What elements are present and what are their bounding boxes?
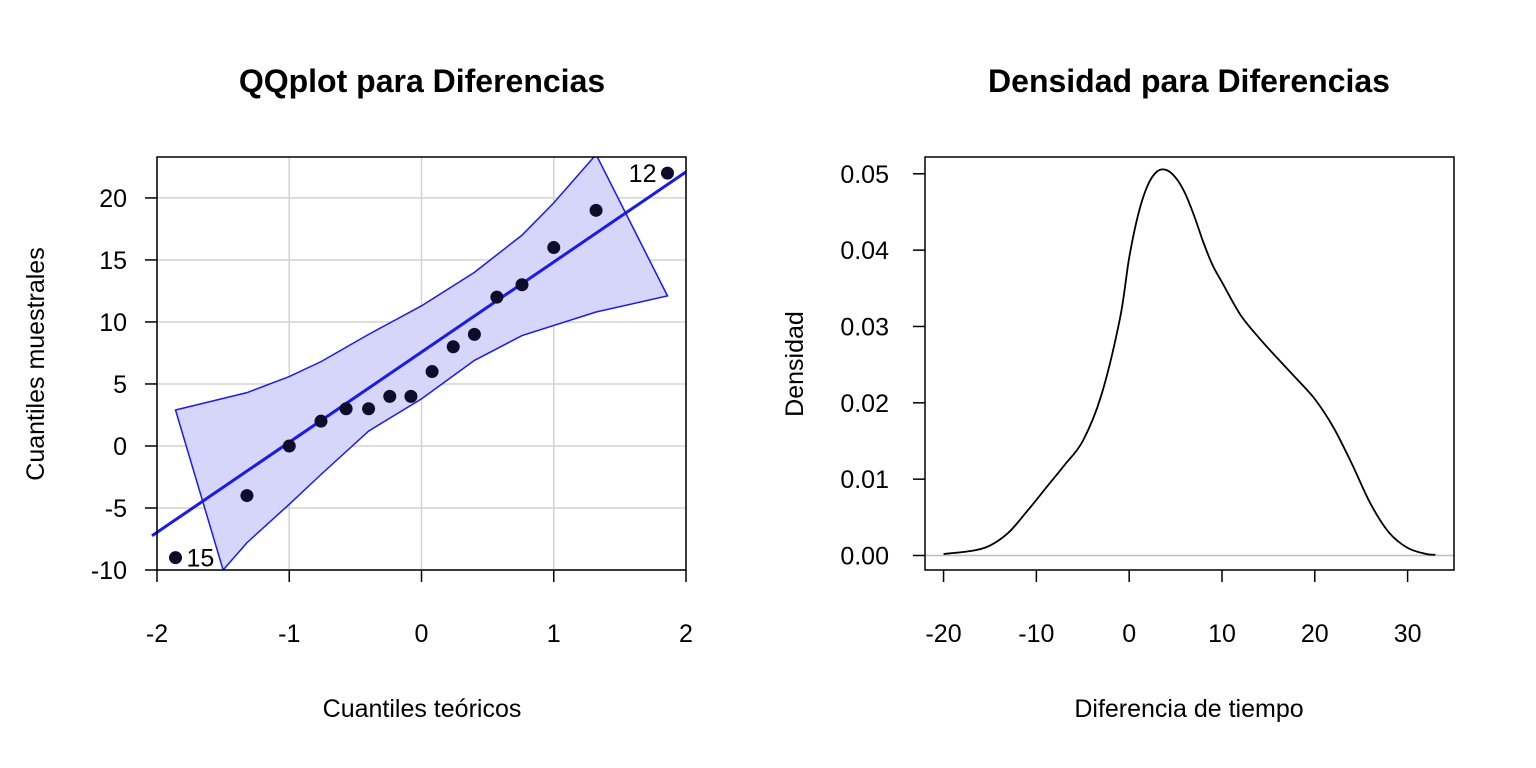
- qq-xlabel: Cuantiles teóricos: [323, 695, 522, 723]
- density-y-axis: 0.00 0.01 0.02 0.03 0.04 0.05: [840, 161, 925, 570]
- qq-y-tick-label: -10: [91, 557, 127, 585]
- qq-confidence-band: [174, 157, 669, 570]
- qq-x-tick-label: 1: [547, 620, 561, 648]
- qq-x-tick-label: 2: [679, 620, 693, 648]
- qq-point: [339, 402, 353, 416]
- density-plot-box: [924, 156, 1455, 571]
- density-y-tick-label: 0.00: [840, 542, 889, 570]
- qq-x-tick-label: 0: [415, 620, 429, 648]
- density-curve: [943, 168, 1436, 556]
- density-y-tick-label: 0.01: [840, 466, 889, 494]
- qq-y-tick-label: -5: [105, 495, 127, 523]
- density-y-tick-label: 0.02: [840, 390, 889, 418]
- qq-point: [362, 402, 376, 416]
- qq-x-axis: -2 -1 0 1 2: [146, 570, 693, 648]
- qq-panel: QQplot para Diferencias Cuantiles teóric…: [22, 63, 693, 723]
- qq-point: [446, 340, 460, 354]
- density-x-tick-label: -10: [1018, 620, 1054, 648]
- density-x-tick-label: 0: [1122, 620, 1136, 648]
- density-xlabel: Diferencia de tiempo: [1074, 695, 1303, 723]
- density-y-tick-label: 0.04: [840, 237, 889, 265]
- density-x-axis: -20 -10 0 10 20 30: [925, 570, 1422, 648]
- density-y-tick-label: 0.03: [840, 313, 889, 341]
- qq-y-tick-label: 15: [99, 247, 127, 275]
- qq-point: [169, 551, 183, 565]
- density-y-tick-label: 0.05: [840, 161, 889, 189]
- qq-x-tick-label: -2: [146, 620, 168, 648]
- density-title: Densidad para Diferencias: [988, 63, 1390, 99]
- qq-points: [169, 166, 674, 565]
- qq-point: [589, 203, 603, 217]
- qq-y-tick-label: 10: [99, 309, 127, 337]
- qq-title: QQplot para Diferencias: [239, 63, 605, 99]
- qq-point: [314, 414, 328, 428]
- density-x-tick-label: 30: [1394, 620, 1422, 648]
- qq-point-label: 15: [187, 545, 215, 573]
- qq-point: [383, 389, 397, 403]
- qq-point: [660, 166, 674, 180]
- density-x-tick-label: -20: [925, 620, 961, 648]
- qq-point: [547, 241, 561, 255]
- density-x-tick-label: 20: [1301, 620, 1329, 648]
- qq-point: [425, 365, 439, 379]
- density-ylabel: Densidad: [781, 311, 809, 417]
- qq-y-tick-label: 0: [113, 433, 127, 461]
- qq-point: [515, 278, 529, 292]
- qq-y-axis: -10 -5 0 5 10 15 20: [91, 185, 157, 585]
- qq-ylabel: Cuantiles muestrales: [22, 247, 50, 480]
- qq-reference-line: [151, 170, 687, 537]
- qq-point: [240, 489, 254, 503]
- density-panel: Densidad para Diferencias Diferencia de …: [781, 63, 1455, 723]
- qq-y-tick-label: 5: [113, 371, 127, 399]
- qq-x-tick-label: -1: [278, 620, 300, 648]
- qq-point: [404, 389, 418, 403]
- qq-point: [490, 290, 504, 304]
- qq-y-tick-label: 20: [99, 185, 127, 213]
- qq-point: [467, 327, 481, 341]
- qq-point-label: 12: [629, 160, 657, 188]
- density-x-tick-label: 10: [1208, 620, 1236, 648]
- qq-point: [282, 439, 296, 453]
